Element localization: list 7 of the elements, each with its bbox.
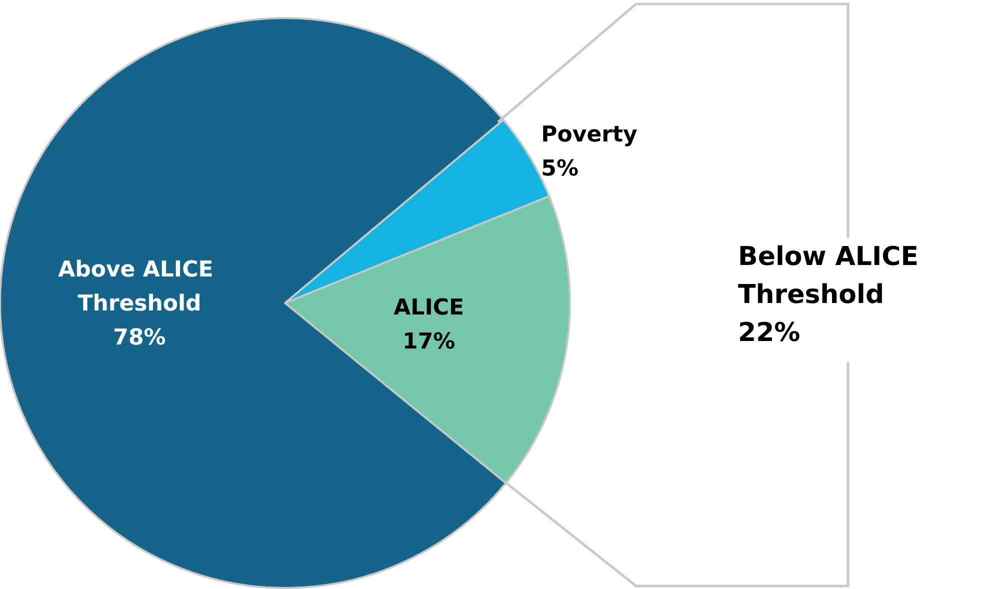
data-label: 17% xyxy=(402,329,456,354)
data-label: 5% xyxy=(541,156,579,182)
text: Below ALICE Threshold 22% xyxy=(738,242,928,348)
slice-label: Above ALICE Threshold xyxy=(58,258,221,317)
data-label: 78% xyxy=(113,326,166,351)
slice-label: ALICE xyxy=(394,295,464,320)
slice-label: Poverty xyxy=(541,122,638,148)
